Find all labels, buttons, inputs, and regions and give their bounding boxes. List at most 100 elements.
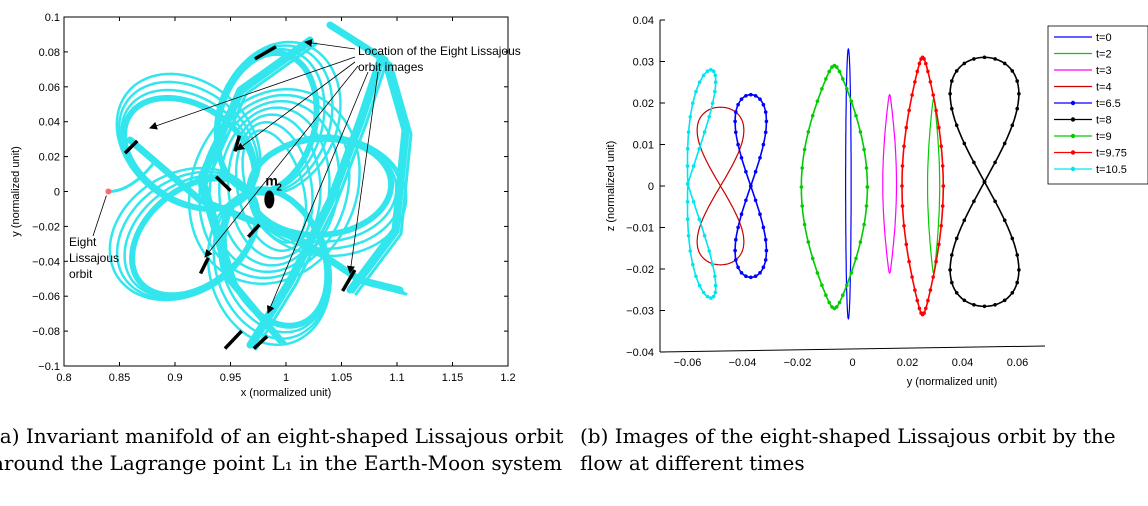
series-marker: [799, 185, 804, 189]
series-marker: [937, 125, 941, 130]
series-marker: [941, 184, 946, 188]
x-tick-label-a: 0.8: [56, 372, 71, 384]
y-axis-label-b: z (normalized unit): [605, 141, 617, 231]
series-marker: [736, 265, 740, 270]
series-marker: [913, 288, 917, 292]
y-tick-label-b: 0: [648, 181, 654, 193]
y-tick-label-a: −0.08: [32, 326, 60, 338]
series-marker: [900, 164, 905, 168]
x-tick-label-a: 1.05: [331, 372, 352, 384]
series-marker: [713, 80, 718, 84]
series-marker: [922, 311, 926, 315]
series-marker: [713, 290, 718, 295]
figure: 0.8 0.85 0.9 0.95 1 1.05 1.1 1.15 1.2 −0.1 −0.08 −0…: [10, 12, 1148, 399]
y-tick-label-b: 0.04: [633, 15, 654, 27]
series-marker: [849, 99, 854, 103]
x-tick-label-a: 1.2: [500, 372, 515, 384]
primary-m2-label: m: [265, 173, 277, 189]
series-marker: [691, 200, 696, 204]
series-marker: [815, 271, 820, 275]
series-marker: [736, 102, 740, 107]
series-marker: [758, 156, 762, 160]
annotation-text: Location of the Eight Lissajous: [358, 44, 521, 58]
orbit-image-segment: [246, 223, 261, 239]
x-axis-label-b: y (normalized unit): [907, 376, 997, 388]
y-tick-label-b: 0.03: [633, 57, 654, 69]
x-tick-label-a: 1.15: [442, 372, 463, 384]
series-marker: [761, 142, 766, 147]
eight-orbit-label: orbit: [69, 267, 93, 281]
series-marker: [937, 242, 941, 247]
series-marker: [802, 147, 807, 152]
manifold-band: [246, 56, 384, 349]
series-marker: [820, 283, 824, 288]
series-marker: [744, 198, 748, 203]
series-marker: [702, 130, 707, 134]
orbit-image-segment: [223, 329, 243, 350]
series-marker: [815, 99, 820, 103]
series-marker: [824, 293, 828, 298]
y-tick-label-a: 0.08: [39, 47, 60, 59]
series-marker: [1002, 218, 1007, 223]
series-marker: [915, 69, 920, 74]
series-line: [844, 47, 852, 320]
x-tick-label-b: 0.04: [952, 357, 973, 369]
series-marker: [824, 77, 828, 81]
series-marker: [763, 258, 768, 262]
series-marker: [915, 298, 920, 303]
y-tick-label-b: −0.03: [626, 306, 654, 318]
y-tick-label-b: −0.01: [626, 223, 654, 235]
series-marker: [948, 268, 952, 272]
x-tick-label-b: −0.02: [784, 357, 812, 369]
legend-marker: [1070, 166, 1076, 172]
series-t-9-75: [900, 55, 946, 317]
series-marker: [954, 123, 959, 128]
series-marker: [733, 119, 737, 124]
series-marker: [749, 92, 753, 97]
series-marker: [939, 224, 943, 228]
annotation-arrow: [266, 71, 369, 314]
x-tick-label-a: 0.9: [167, 372, 182, 384]
series-marker: [806, 240, 811, 244]
series-marker: [913, 80, 917, 84]
series-marker: [858, 130, 863, 134]
series-marker: [688, 115, 693, 119]
series-line: [882, 93, 898, 274]
orbit-image-segment: [214, 175, 232, 192]
series-marker: [902, 144, 906, 148]
series-t-10-5: [685, 68, 718, 300]
series-marker: [862, 147, 866, 152]
series-marker: [688, 249, 693, 253]
series-marker: [734, 130, 738, 135]
series-marker: [686, 233, 691, 238]
x-tick-label-a: 0.95: [220, 372, 241, 384]
series-marker: [758, 212, 762, 216]
series-marker: [739, 97, 744, 101]
series-marker: [713, 283, 718, 288]
series-marker: [924, 61, 928, 66]
manifold-band: [334, 27, 413, 296]
manifold-petal: [115, 72, 262, 212]
series-marker: [993, 57, 997, 61]
series-marker: [802, 222, 807, 227]
y-tick-label-a: 0.06: [39, 82, 60, 94]
series-marker: [972, 160, 976, 165]
legend-label: t=2: [1096, 49, 1112, 61]
annotation-arrow: [304, 39, 356, 50]
series-marker: [713, 274, 717, 279]
x-tick-label-b: 0.02: [897, 357, 918, 369]
eight-orbit-leader: [92, 195, 107, 237]
series-marker: [701, 73, 706, 78]
annotation-arrow: [204, 65, 359, 258]
series-marker: [691, 101, 695, 105]
series-marker: [982, 55, 987, 60]
series-marker: [710, 262, 715, 267]
series-marker: [1010, 123, 1015, 128]
y-tick-label-a: −0.02: [32, 221, 60, 233]
x-tick-label-b: −0.04: [729, 357, 757, 369]
series-marker: [910, 275, 914, 279]
series-marker: [928, 288, 933, 292]
series-marker: [931, 275, 935, 279]
series-marker: [685, 164, 690, 168]
series-marker: [701, 290, 706, 295]
